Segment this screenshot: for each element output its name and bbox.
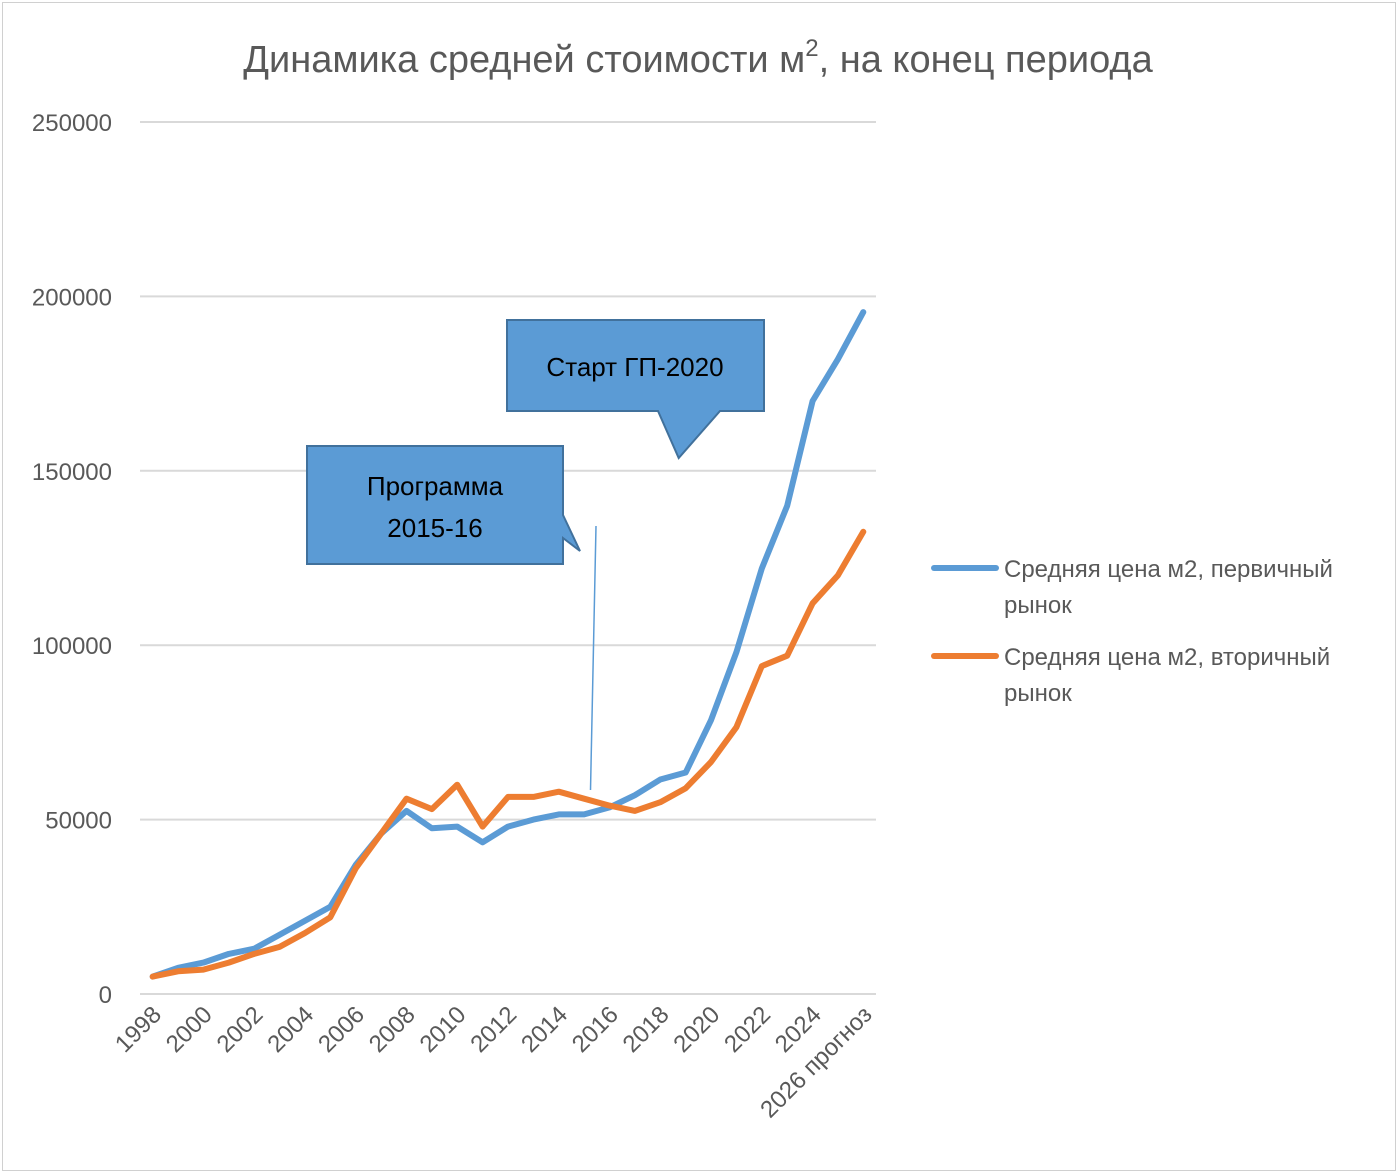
y-axis-ticks: 250000 200000 150000 100000 50000 0 (32, 110, 112, 1009)
x-tick-label: 2020 (668, 1001, 725, 1058)
x-tick-label: 1998 (110, 1001, 167, 1058)
grid (140, 121, 876, 995)
legend-label: Средняя цена м2, первичный (1004, 556, 1333, 583)
x-tick-label: 2014 (516, 1001, 573, 1058)
chart-title-superscript: 2 (805, 35, 818, 62)
series-lines (149, 309, 867, 980)
annotations: Старт ГП-2020 Программа 2015-16 (306, 319, 765, 791)
y-tick-label: 250000 (32, 110, 112, 137)
x-tick-label: 2018 (618, 1001, 675, 1058)
chart-title-main: Динамика средней стоимости м (243, 39, 805, 81)
x-tick-label: 2016 (567, 1001, 624, 1058)
callout-gp2020-box (506, 319, 765, 460)
x-tick-label: 2012 (465, 1001, 522, 1058)
y-tick-label: 50000 (45, 808, 112, 835)
x-tick-label: 2004 (262, 1001, 319, 1058)
callout-program-box (306, 445, 581, 565)
series-secondary-market-line (149, 528, 867, 980)
y-tick-label: 0 (99, 982, 112, 1009)
x-axis-ticks: 1998200020022004200620082010201220142016… (110, 1001, 877, 1123)
legend-label: Средняя цена м2, вторичный (1004, 644, 1330, 671)
x-tick-label: 2008 (364, 1001, 421, 1058)
callout-gp2020-text: Старт ГП-2020 (546, 352, 723, 382)
x-tick-label: 2002 (212, 1001, 269, 1058)
x-tick-label: 2010 (415, 1001, 472, 1058)
x-tick-label: 2000 (161, 1001, 218, 1058)
chart-title: Динамика средней стоимости м2, на конец … (243, 35, 1153, 81)
chart-title-rest: , на конец периода (819, 39, 1154, 81)
legend: Средняя цена м2, первичный рынок Средняя ц… (931, 556, 1333, 707)
y-tick-label: 100000 (32, 633, 112, 660)
x-tick-label: 2006 (313, 1001, 370, 1058)
y-tick-label: 150000 (32, 459, 112, 486)
callout-program-leader (589, 525, 597, 791)
callout-program-text: Программа (367, 471, 504, 501)
legend-label: рынок (1004, 592, 1072, 619)
x-tick-label: 2022 (719, 1001, 776, 1058)
y-tick-label: 200000 (32, 284, 112, 311)
legend-label: рынок (1004, 680, 1072, 707)
callout-program-text: 2015-16 (387, 513, 482, 543)
series-primary-market-line (149, 309, 867, 980)
